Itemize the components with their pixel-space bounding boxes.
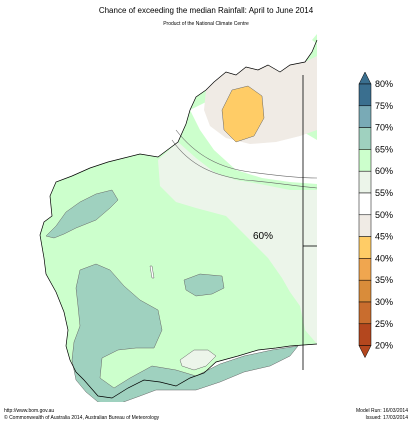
- legend-label: 55%: [375, 188, 393, 198]
- region-55-60-spot: [179, 349, 217, 371]
- state-border: [302, 75, 317, 370]
- legend-swatch: [358, 105, 372, 128]
- legend-label: 20%: [375, 341, 393, 351]
- footer-right: Model Run: 16/03/2014 Issued: 17/03/2014: [356, 408, 408, 422]
- footer-url[interactable]: http://www.bom.gov.au: [4, 408, 55, 414]
- legend-label: 75%: [375, 101, 393, 111]
- legend-labels: 80% 75% 70% 65% 60% 55% 50% 45% 40% 35% 30% 25% 20%: [375, 79, 393, 351]
- legend-label: 60%: [375, 166, 393, 176]
- legend-swatch: [358, 170, 372, 194]
- legend-swatch: [358, 236, 372, 259]
- legend-label: 70%: [375, 123, 393, 133]
- legend-label: 65%: [375, 144, 393, 154]
- legend-swatch: [358, 258, 372, 281]
- coastline: [39, 39, 318, 399]
- footer-left: http://www.bom.gov.au © Commonwealth of …: [4, 408, 159, 422]
- legend: 80% 75% 70% 65% 60% 55% 50% 45% 40% 35% 30% 25% 20%: [358, 71, 393, 358]
- region-65-70-northwest: [45, 189, 119, 239]
- region-55-60: [158, 142, 317, 344]
- legend-swatch: [358, 192, 372, 216]
- footer-copyright: © Commonwealth of Australia 2014, Austra…: [4, 415, 160, 421]
- contour-lines: [171, 129, 318, 189]
- legend-swatch: [358, 149, 372, 172]
- legend-label: 35%: [375, 275, 393, 285]
- region-40-45: [221, 85, 265, 143]
- legend-label: 30%: [375, 297, 393, 307]
- land-region-north-tip: [312, 34, 317, 44]
- legend-arrow-up: [358, 71, 372, 85]
- rainfall-probability-map: 60%: [39, 34, 318, 402]
- region-65-70-central: [183, 273, 225, 297]
- legend-arrow-down: [358, 345, 372, 358]
- annotation-60-percent: 60%: [253, 231, 273, 242]
- legend-swatch: [358, 323, 372, 346]
- legend-swatch: [358, 83, 372, 107]
- map-subtitle: Product of the National Climate Centre: [163, 21, 249, 27]
- footer-model-run: Model Run: 16/03/2014: [356, 408, 408, 414]
- legend-label: 25%: [375, 319, 393, 329]
- legend-swatch: [358, 301, 372, 325]
- map-title: Chance of exceeding the median Rainfall:…: [98, 6, 314, 15]
- lake-outline: [149, 265, 155, 279]
- legend-label: 80%: [375, 79, 393, 89]
- region-65-70-southwest: [71, 263, 299, 402]
- legend-label: 40%: [375, 253, 393, 263]
- legend-label: 50%: [375, 210, 393, 220]
- footer-issued: Issued: 17/03/2014: [365, 415, 408, 421]
- legend-label: 45%: [375, 232, 393, 242]
- legend-color-bar: [358, 71, 372, 358]
- legend-swatch: [358, 279, 372, 303]
- legend-swatch: [358, 214, 372, 237]
- legend-swatch: [358, 127, 372, 150]
